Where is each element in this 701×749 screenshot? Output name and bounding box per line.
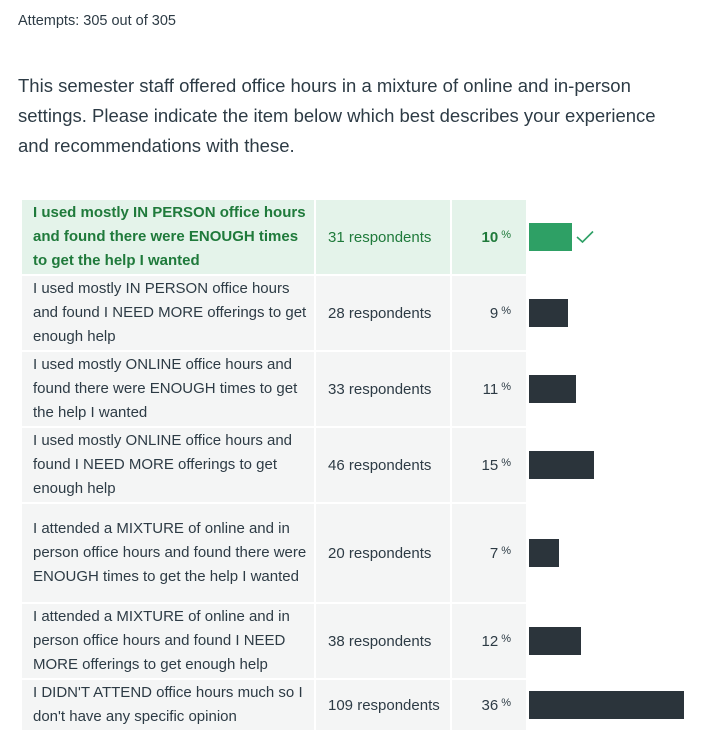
- answer-row: I used mostly ONLINE office hours and fo…: [22, 352, 701, 426]
- answer-bar: [529, 375, 576, 403]
- question-text: This semester staff offered office hours…: [18, 75, 656, 156]
- percent-value: 36: [481, 696, 499, 714]
- answer-text: I used mostly IN PERSON office hours and…: [22, 276, 314, 350]
- bar-area: [526, 200, 701, 274]
- bar-area: [526, 680, 701, 730]
- percent-symbol: %: [501, 229, 511, 241]
- answer-text: I used mostly ONLINE office hours and fo…: [22, 352, 314, 426]
- attempts-count: Attempts: 305 out of 305: [18, 13, 176, 29]
- answer-text: I attended a MIXTURE of online and in pe…: [22, 604, 314, 678]
- answer-bar: [529, 691, 684, 719]
- respondent-count: 38 respondents: [316, 604, 450, 678]
- answer-text: I used mostly ONLINE office hours and fo…: [22, 428, 314, 502]
- percent-value: 9: [489, 304, 499, 322]
- answer-results-table: I used mostly IN PERSON office hours and…: [22, 200, 701, 732]
- percent-value: 10: [481, 228, 499, 246]
- answer-row: I used mostly IN PERSON office hours and…: [22, 200, 701, 274]
- percent-value: 11: [482, 380, 499, 398]
- answer-row: I attended a MIXTURE of online and in pe…: [22, 504, 701, 602]
- percent-symbol: %: [501, 545, 511, 557]
- percent-symbol: %: [501, 633, 511, 645]
- bar-area: [526, 352, 701, 426]
- answer-row: I used mostly ONLINE office hours and fo…: [22, 428, 701, 502]
- respondent-count: 33 respondents: [316, 352, 450, 426]
- answer-bar: [529, 451, 594, 479]
- bar-area: [526, 276, 701, 350]
- answer-text: I attended a MIXTURE of online and in pe…: [22, 504, 314, 602]
- answer-text: I DIDN'T ATTEND office hours much so I d…: [22, 680, 314, 730]
- percent-symbol: %: [501, 457, 511, 469]
- answer-percent: 11%: [452, 352, 526, 426]
- respondent-count: 109 respondents: [316, 680, 450, 730]
- percent-value: 15: [481, 456, 499, 474]
- check-icon: [576, 230, 594, 244]
- respondent-count: 20 respondents: [316, 504, 450, 602]
- respondent-count: 31 respondents: [316, 200, 450, 274]
- answer-text: I used mostly IN PERSON office hours and…: [22, 200, 314, 274]
- percent-value: 12: [481, 632, 499, 650]
- answer-percent: 12%: [452, 604, 526, 678]
- answer-percent: 9%: [452, 276, 526, 350]
- answer-percent: 15%: [452, 428, 526, 502]
- respondent-count: 28 respondents: [316, 276, 450, 350]
- answer-row: I DIDN'T ATTEND office hours much so I d…: [22, 680, 701, 730]
- answer-percent: 36%: [452, 680, 526, 730]
- answer-bar: [529, 539, 559, 567]
- percent-symbol: %: [501, 381, 511, 393]
- percent-symbol: %: [501, 697, 511, 709]
- percent-value: 7: [489, 544, 499, 562]
- percent-symbol: %: [501, 305, 511, 317]
- answer-percent: 10%: [452, 200, 526, 274]
- answer-row: I used mostly IN PERSON office hours and…: [22, 276, 701, 350]
- answer-bar: [529, 627, 581, 655]
- bar-area: [526, 428, 701, 502]
- respondent-count: 46 respondents: [316, 428, 450, 502]
- answer-bar: [529, 299, 568, 327]
- bar-area: [526, 504, 701, 602]
- answer-bar: [529, 223, 572, 251]
- answer-row: I attended a MIXTURE of online and in pe…: [22, 604, 701, 678]
- bar-area: [526, 604, 701, 678]
- answer-percent: 7%: [452, 504, 526, 602]
